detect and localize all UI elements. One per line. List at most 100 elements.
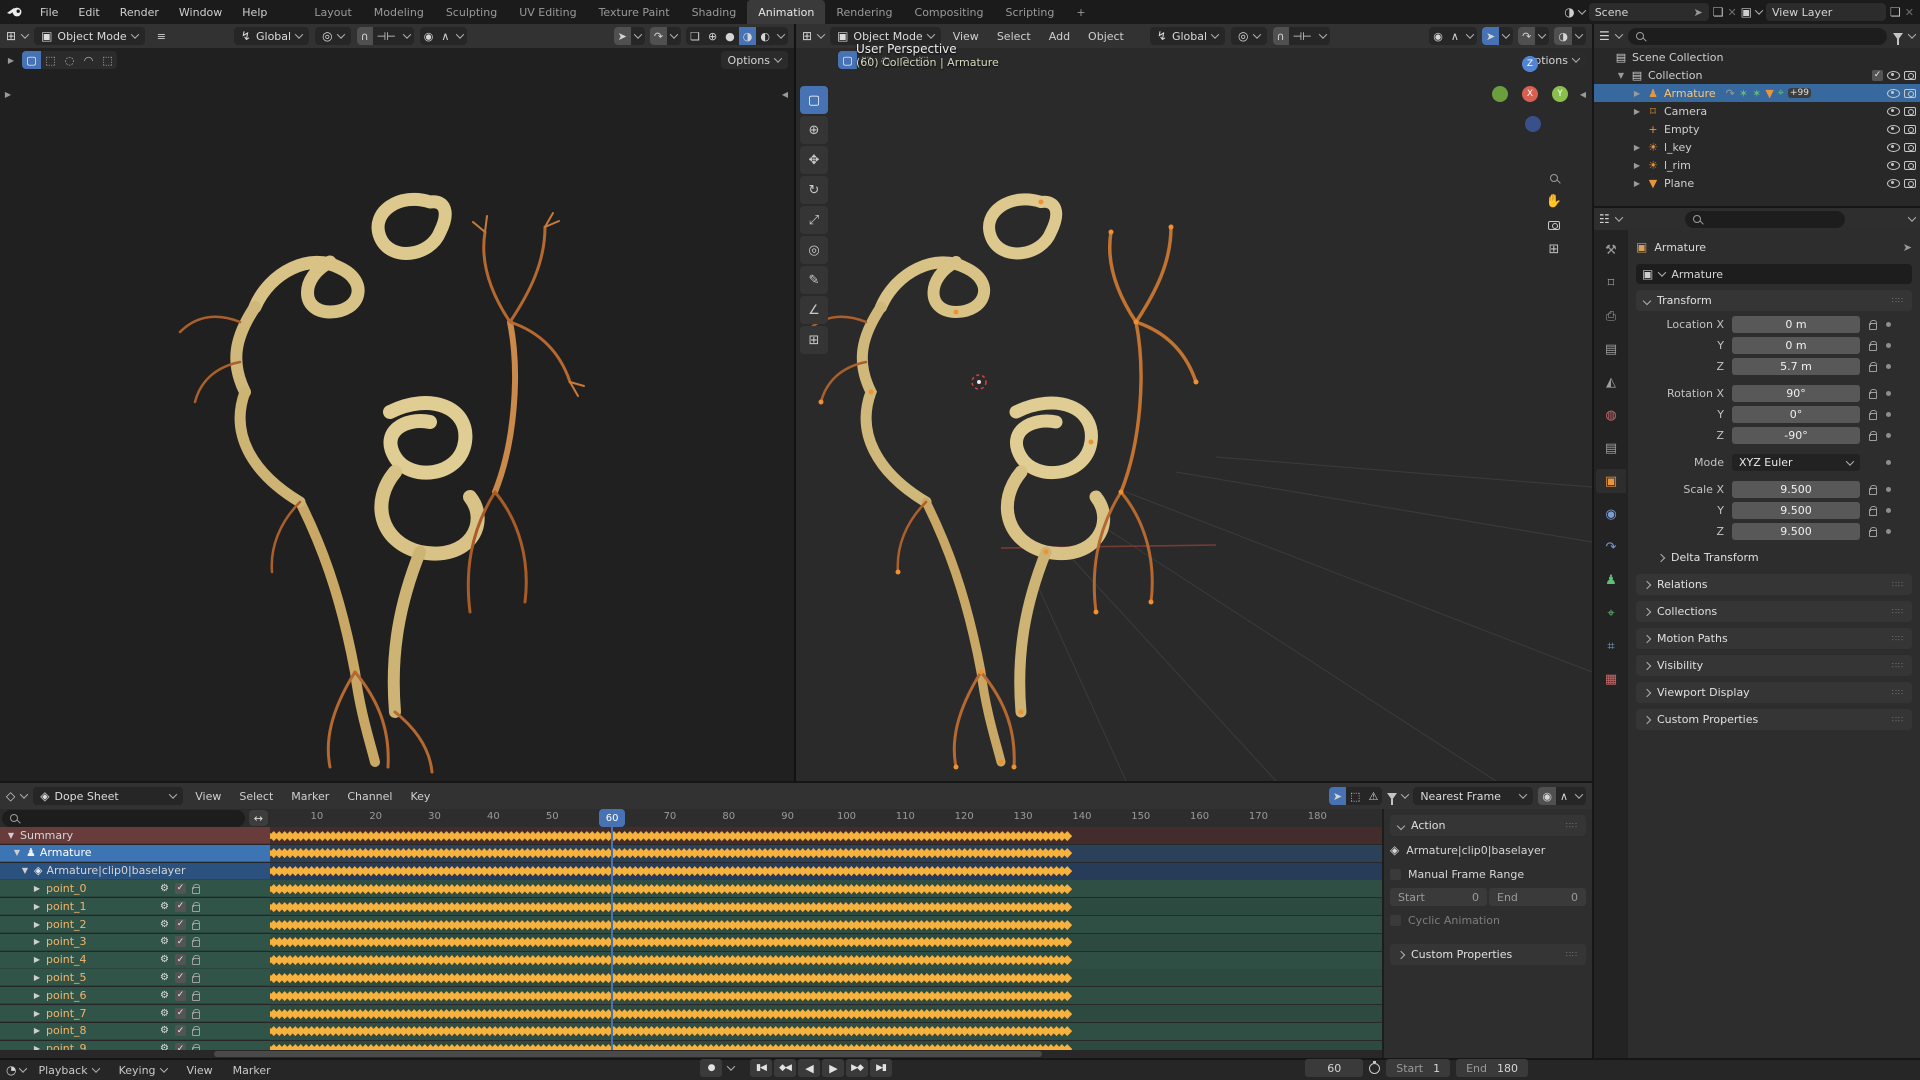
keyframe-strip[interactable]: ◆◆◆◆◆◆◆◆◆◆◆◆◆◆◆◆◆◆◆◆◆◆◆◆◆◆◆◆◆◆◆◆◆◆◆◆◆◆◆◆… (270, 845, 1072, 861)
properties-tab-texture[interactable]: ▦ (1604, 671, 1618, 687)
collection-checkbox[interactable]: ✓ (1872, 69, 1883, 81)
properties-tab-bone[interactable]: ⌖ (1607, 605, 1615, 621)
tool-select-paint-icon[interactable]: ⬚ (102, 53, 113, 67)
panel-header-motion-paths[interactable]: Motion Paths ∷∷ (1636, 628, 1912, 649)
rotation-mode-dropdown[interactable]: XYZ Euler (1732, 454, 1860, 471)
properties-tab-object-data[interactable]: ♟ (1605, 572, 1617, 588)
expand-icon[interactable]: ▼ (1617, 70, 1625, 80)
channel-lock-icon[interactable] (192, 937, 200, 948)
hide-viewport-eye-icon[interactable] (1887, 106, 1900, 116)
tool-select-lasso-icon[interactable]: ◠ (899, 53, 910, 67)
expand-icon[interactable]: ▼ (21, 866, 29, 876)
outliner-row-l_key[interactable]: ▶ ☀ l_key (1594, 138, 1920, 156)
panel-header-custom-properties[interactable]: Custom Properties ∷∷ (1636, 709, 1912, 730)
expand-icon[interactable]: ▶ (33, 1008, 41, 1018)
transform-value-field[interactable]: 0 m (1732, 337, 1860, 354)
horizontal-scrollbar[interactable] (214, 1051, 1042, 1057)
animate-property-dot-icon[interactable] (1886, 343, 1891, 348)
hide-viewport-eye-icon[interactable] (1887, 142, 1900, 152)
custom-properties-panel-header[interactable]: Custom Properties ∷∷ (1390, 944, 1586, 965)
tool-scale-button[interactable]: ⤢ (800, 206, 828, 234)
proportional-edit-controls[interactable]: ◉ ∧ (1538, 787, 1586, 805)
outliner-row-armature[interactable]: ▶ ♟ Armature ↷ ✶ ✶ ▼ ⌖ +99 (1594, 84, 1920, 102)
channel-enable-checkbox[interactable]: ✓ (175, 882, 186, 894)
unlink-scene-icon[interactable]: ✕ (1727, 5, 1737, 19)
animate-property-dot-icon[interactable] (1886, 364, 1891, 369)
workspace-tab-uv-editing[interactable]: UV Editing (519, 5, 577, 19)
panel-drag-dots-icon[interactable]: ∷∷ (1891, 688, 1904, 697)
channel-row-point_0[interactable]: ▶ point_0 ⚙ ✓ (0, 880, 270, 898)
lock-icon[interactable] (1869, 362, 1877, 372)
channel-enable-checkbox[interactable]: ✓ (175, 1025, 186, 1037)
proportional-edit-controls[interactable]: ◉ ∧ (419, 27, 468, 45)
keyframe-row[interactable]: ◆◆◆◆◆◆◆◆◆◆◆◆◆◆◆◆◆◆◆◆◆◆◆◆◆◆◆◆◆◆◆◆◆◆◆◆◆◆◆◆… (270, 916, 1382, 933)
tool-select-box-icon[interactable]: ⬚ (861, 53, 872, 67)
channel-lock-icon[interactable] (192, 1008, 200, 1019)
transform-value-field[interactable]: 5.7 m (1732, 358, 1860, 375)
expand-icon[interactable]: ▶ (33, 1026, 41, 1036)
workspace-tab-compositing[interactable]: Compositing (914, 5, 984, 19)
tool-select-box-button[interactable]: ▢ (800, 86, 828, 114)
tool-tweak-icon[interactable]: ▢ (22, 51, 41, 69)
modifier-wrench-icon[interactable]: ⚙ (160, 954, 169, 966)
menu-key[interactable]: Key (410, 789, 431, 803)
transform-value-field[interactable]: 90° (1732, 385, 1860, 402)
channel-row-point_2[interactable]: ▶ point_2 ⚙ ✓ (0, 916, 270, 933)
snap-controls[interactable]: ∩ ⊣⊢ (356, 27, 414, 45)
menu-channel[interactable]: Channel (347, 789, 393, 803)
tool-settings-expand-icon[interactable]: ▶ (7, 55, 15, 65)
channel-search-input[interactable] (2, 809, 245, 827)
keyframe-strip[interactable]: ◆◆◆◆◆◆◆◆◆◆◆◆◆◆◆◆◆◆◆◆◆◆◆◆◆◆◆◆◆◆◆◆◆◆◆◆◆◆◆◆… (270, 863, 1072, 879)
orientation-dropdown[interactable]: ↯ Global (1149, 27, 1226, 45)
keyframe-row[interactable]: ◆◆◆◆◆◆◆◆◆◆◆◆◆◆◆◆◆◆◆◆◆◆◆◆◆◆◆◆◆◆◆◆◆◆◆◆◆◆◆◆… (270, 880, 1382, 898)
channel-enable-checkbox[interactable]: ✓ (175, 936, 186, 948)
tool-select-lasso-icon[interactable]: ◠ (83, 53, 94, 67)
hide-viewport-eye-icon[interactable] (1887, 160, 1900, 170)
channel-lock-icon[interactable] (192, 883, 200, 894)
mode-dropdown[interactable]: ▣ Object Mode (34, 27, 145, 45)
channel-enable-checkbox[interactable]: ✓ (175, 918, 186, 930)
collapsed-menus-icon[interactable]: ≡ (156, 29, 166, 43)
action-panel-header[interactable]: Action ∷∷ (1390, 815, 1586, 836)
expand-icon[interactable]: ▶ (33, 937, 41, 947)
expand-icon[interactable]: ▶ (1633, 106, 1641, 116)
menu-window[interactable]: Window (178, 5, 223, 19)
animate-property-dot-icon[interactable] (1886, 487, 1891, 492)
editor-type-chevron-icon[interactable] (19, 790, 29, 799)
animate-property-dot-icon[interactable] (1886, 322, 1891, 327)
channel-row-armature[interactable]: ▼ ♟ Armature (0, 844, 270, 862)
tool-tweak-icon[interactable]: ▢ (838, 51, 857, 69)
scene-selector[interactable]: Scene ➤ (1588, 3, 1709, 21)
keyframe-strip[interactable]: ◆◆◆◆◆◆◆◆◆◆◆◆◆◆◆◆◆◆◆◆◆◆◆◆◆◆◆◆◆◆◆◆◆◆◆◆◆◆◆◆… (270, 1041, 1072, 1050)
menu-select[interactable]: Select (996, 29, 1031, 43)
sidebar-expand-arrow-icon[interactable]: ◀ (1579, 90, 1587, 99)
lock-icon[interactable] (1869, 485, 1877, 495)
menu-file[interactable]: File (40, 5, 59, 19)
lock-icon[interactable] (1869, 320, 1877, 330)
modifier-wrench-icon[interactable]: ⚙ (160, 989, 169, 1001)
modifier-wrench-icon[interactable]: ⚙ (160, 918, 169, 930)
properties-tab-collection[interactable]: ▤ (1604, 440, 1618, 456)
channel-row-point_7[interactable]: ▶ point_7 ⚙ ✓ (0, 1005, 270, 1022)
pivot-dropdown[interactable]: ◎ (1231, 27, 1267, 45)
expand-icon[interactable]: ▶ (33, 972, 41, 982)
keyframe-area[interactable]: ◆◆◆◆◆◆◆◆◆◆◆◆◆◆◆◆◆◆◆◆◆◆◆◆◆◆◆◆◆◆◆◆◆◆◆◆◆◆◆◆… (270, 827, 1382, 1050)
jump-to-start-button[interactable]: ▮◀ (750, 1059, 772, 1077)
keyframe-row[interactable]: ◆◆◆◆◆◆◆◆◆◆◆◆◆◆◆◆◆◆◆◆◆◆◆◆◆◆◆◆◆◆◆◆◆◆◆◆◆◆◆◆… (270, 844, 1382, 862)
current-frame-field[interactable]: 60 (1305, 1059, 1364, 1077)
keyframe-strip[interactable]: ◆◆◆◆◆◆◆◆◆◆◆◆◆◆◆◆◆◆◆◆◆◆◆◆◆◆◆◆◆◆◆◆◆◆◆◆◆◆◆◆… (270, 917, 1072, 932)
orientation-dropdown[interactable]: ↯ Global (233, 27, 310, 45)
pin-icon[interactable]: ➤ (1902, 240, 1912, 254)
expand-icon[interactable]: ▶ (1633, 160, 1641, 170)
outliner-row-scene-collection[interactable]: ▤ Scene Collection (1594, 48, 1920, 66)
expand-icon[interactable]: ▶ (1633, 178, 1641, 188)
expand-icon[interactable]: ▶ (33, 919, 41, 929)
tool-select-circle-icon[interactable]: ◌ (64, 53, 75, 67)
cyclic-animation-checkbox[interactable]: ✓ (1390, 914, 1401, 926)
modifier-wrench-icon[interactable]: ⚙ (160, 1025, 169, 1037)
workspace-tab-texture-paint[interactable]: Texture Paint (598, 5, 670, 19)
menu-select[interactable]: Select (239, 789, 274, 803)
keyframe-strip[interactable]: ◆◆◆◆◆◆◆◆◆◆◆◆◆◆◆◆◆◆◆◆◆◆◆◆◆◆◆◆◆◆◆◆◆◆◆◆◆◆◆◆… (270, 970, 1072, 986)
view-layer-browse-chevron-icon[interactable] (1754, 6, 1764, 15)
channel-row-point_8[interactable]: ▶ point_8 ⚙ ✓ (0, 1022, 270, 1040)
